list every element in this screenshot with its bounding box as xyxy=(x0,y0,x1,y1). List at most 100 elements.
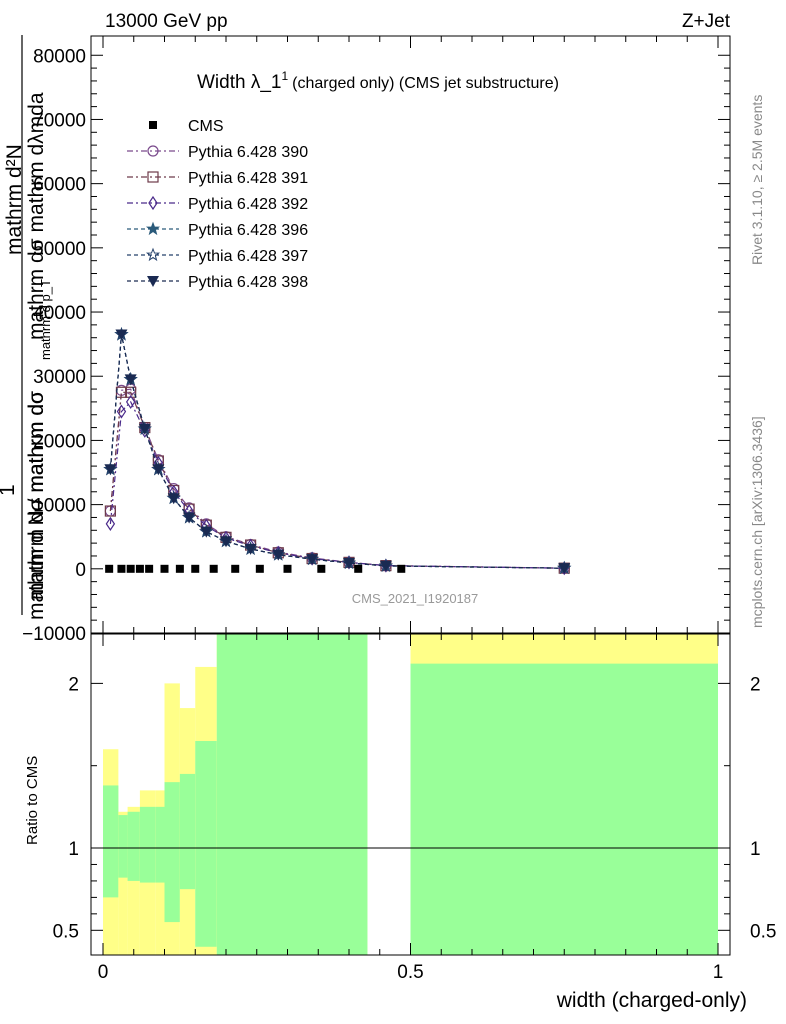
mcplots-label: mcplots.cern.ch [arXiv:1306.3436] xyxy=(749,416,765,628)
energy-label: 13000 GeV pp xyxy=(105,11,228,32)
ratio-band-inner xyxy=(139,806,156,883)
data-point xyxy=(125,394,136,409)
data-point xyxy=(167,493,180,505)
series-line xyxy=(109,391,565,569)
data-point xyxy=(105,516,116,531)
ratio-band-inner xyxy=(118,815,128,878)
data-point xyxy=(220,536,232,548)
ratio-y-tick-label: 0.5 xyxy=(53,921,79,942)
data-point xyxy=(558,563,571,575)
cms-data-point xyxy=(397,564,406,573)
y-axis-label-part: 1 xyxy=(0,484,19,496)
main-frame xyxy=(90,35,731,634)
y-axis-label-part: mathrm d²N xyxy=(3,144,26,255)
ratio-band-inner xyxy=(410,663,718,955)
cms-data-point xyxy=(191,564,200,573)
y-axis-label-part: mathrm d N / mathrm dσ xyxy=(25,391,48,620)
y-tick-label: 0 xyxy=(75,560,86,581)
ratio-y-label: Ratio to CMS xyxy=(24,756,41,845)
watermark: CMS_2021_I1920187 xyxy=(352,591,479,606)
ratio-band-inner xyxy=(103,785,119,898)
data-point xyxy=(379,560,392,572)
ratio-band-inner xyxy=(179,773,196,890)
cms-data-point xyxy=(135,564,144,573)
series-line xyxy=(109,334,565,569)
cms-data-point xyxy=(117,564,126,573)
legend-marker xyxy=(147,276,159,287)
legend-label: Pythia 6.428 397 xyxy=(188,248,308,265)
data-point xyxy=(138,423,151,435)
ratio-y-tick-label: 1 xyxy=(68,839,79,860)
ratio-band-inner xyxy=(164,782,180,923)
cms-data-point xyxy=(354,564,363,573)
y-axis-label-part: mathrm dσ mathrm dλmda xyxy=(25,92,48,340)
y-tick-label: 30000 xyxy=(33,367,86,388)
data-point xyxy=(115,329,128,341)
series-line xyxy=(109,334,565,569)
ratio-y-tick-label-right: 2 xyxy=(750,674,761,695)
legend-label: Pythia 6.428 396 xyxy=(188,222,308,239)
y-axis-label-part: mathrm d p_T xyxy=(38,279,53,360)
process-label: Z+Jet xyxy=(682,11,731,32)
legend-marker xyxy=(149,121,157,129)
cms-data-point xyxy=(160,564,169,573)
cms-data-point xyxy=(209,564,218,573)
ratio-band-outer xyxy=(118,811,128,955)
series-line xyxy=(109,400,565,569)
y-tick-label: 70000 xyxy=(33,110,86,131)
ratio-y-tick-label: 2 xyxy=(68,674,79,695)
y-tick-label: 60000 xyxy=(33,175,86,196)
cms-data-point xyxy=(126,564,135,573)
x-tick-label: 1 xyxy=(713,962,724,983)
cms-data-point xyxy=(145,564,154,573)
legend: CMS Pythia 6.428 390 Pythia 6.428 391 Pythi… xyxy=(127,118,308,291)
legend-marker xyxy=(145,247,161,262)
x-axis-label: width (charged-only) xyxy=(556,989,747,1012)
ratio-panel: 0.5 0.5 1 1 2 2 0 0.5 1 Ratio to CMS width (char… xyxy=(24,633,776,1012)
data-point xyxy=(104,464,117,476)
y-tick-label: 80000 xyxy=(33,46,86,67)
legend-label: Pythia 6.428 390 xyxy=(188,144,308,161)
ratio-band-inner xyxy=(155,806,165,883)
data-point xyxy=(306,554,319,566)
legend-marker xyxy=(147,171,159,183)
y-tick-label: 10000 xyxy=(33,496,86,517)
legend-marker xyxy=(148,195,158,211)
main-panel: −10000 0 10000 20000 30000 40000 50000 60000 700… xyxy=(0,35,731,645)
legend-label: Pythia 6.428 392 xyxy=(188,196,308,213)
rivet-label: Rivet 3.1.10, ≥ 2.5M events xyxy=(749,95,765,265)
cms-data-point xyxy=(105,564,114,573)
cms-data-point xyxy=(175,564,184,573)
cms-data-point xyxy=(231,564,240,573)
y-tick-label: −10000 xyxy=(22,624,86,645)
cms-data-point xyxy=(255,564,264,573)
y-tick-label: 20000 xyxy=(33,431,86,452)
legend-label: CMS xyxy=(188,118,224,135)
x-tick-label: 0.5 xyxy=(397,962,423,983)
legend-label: Pythia 6.428 398 xyxy=(188,274,308,291)
y-tick-label: 50000 xyxy=(33,239,86,260)
ratio-y-tick-label-right: 1 xyxy=(750,839,761,860)
x-tick-label: 0 xyxy=(98,962,109,983)
ratio-y-tick-label-right: 0.5 xyxy=(750,921,776,942)
data-point xyxy=(104,505,116,517)
y-tick-label: 40000 xyxy=(33,303,86,324)
data-point xyxy=(343,558,355,570)
ratio-band-inner xyxy=(127,811,140,881)
series-line xyxy=(109,388,565,569)
data-point xyxy=(124,374,137,386)
data-point xyxy=(272,549,285,561)
data-point xyxy=(152,464,165,476)
data-point xyxy=(125,386,137,398)
cms-data-point xyxy=(317,564,326,573)
data-point xyxy=(183,512,196,524)
ratio-band-inner xyxy=(216,634,368,955)
legend-marker xyxy=(147,145,159,157)
data-point xyxy=(116,404,127,419)
ratio-band-inner xyxy=(195,741,217,947)
legend-marker xyxy=(145,221,161,236)
data-point xyxy=(244,543,257,555)
cms-data-point xyxy=(283,564,292,573)
